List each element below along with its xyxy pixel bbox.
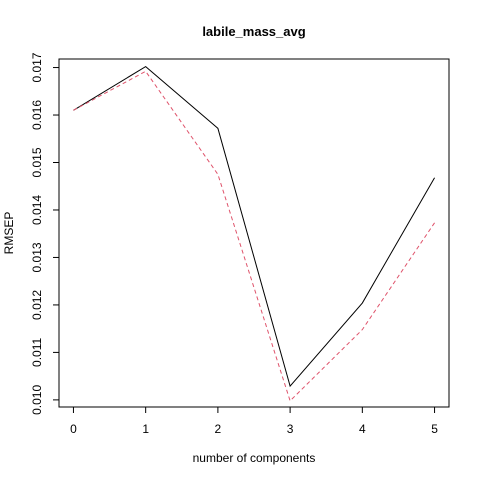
plot-frame	[58, 58, 450, 408]
chart-title: labile_mass_avg	[202, 24, 305, 39]
y-tick-label: 0.011	[30, 338, 44, 367]
x-axis: 0 1 2 3 4 5	[70, 407, 438, 436]
y-tick-label: 0.017	[30, 52, 44, 82]
x-tick-label: 5	[431, 422, 438, 436]
series-layer	[73, 65, 435, 402]
series-line-adjcv	[73, 70, 435, 402]
y-axis: 0.010 0.011 0.012 0.013 0.014 0.015 0.016 0.017	[30, 52, 59, 415]
y-tick-label: 0.010	[30, 385, 44, 415]
series-line-cv	[73, 65, 435, 388]
y-tick-label: 0.012	[30, 290, 44, 320]
y-tick-label: 0.015	[30, 147, 44, 177]
x-tick-label: 2	[215, 422, 222, 436]
x-tick-label: 0	[70, 422, 77, 436]
x-tick-label: 1	[142, 422, 149, 436]
x-tick-label: 4	[359, 422, 366, 436]
y-tick-label: 0.014	[30, 195, 44, 225]
x-tick-label: 3	[287, 422, 294, 436]
x-axis-label: number of components	[193, 451, 316, 465]
y-axis-label: RMSEP	[2, 212, 16, 255]
y-tick-label: 0.013	[30, 242, 44, 272]
y-tick-label: 0.016	[30, 100, 44, 130]
